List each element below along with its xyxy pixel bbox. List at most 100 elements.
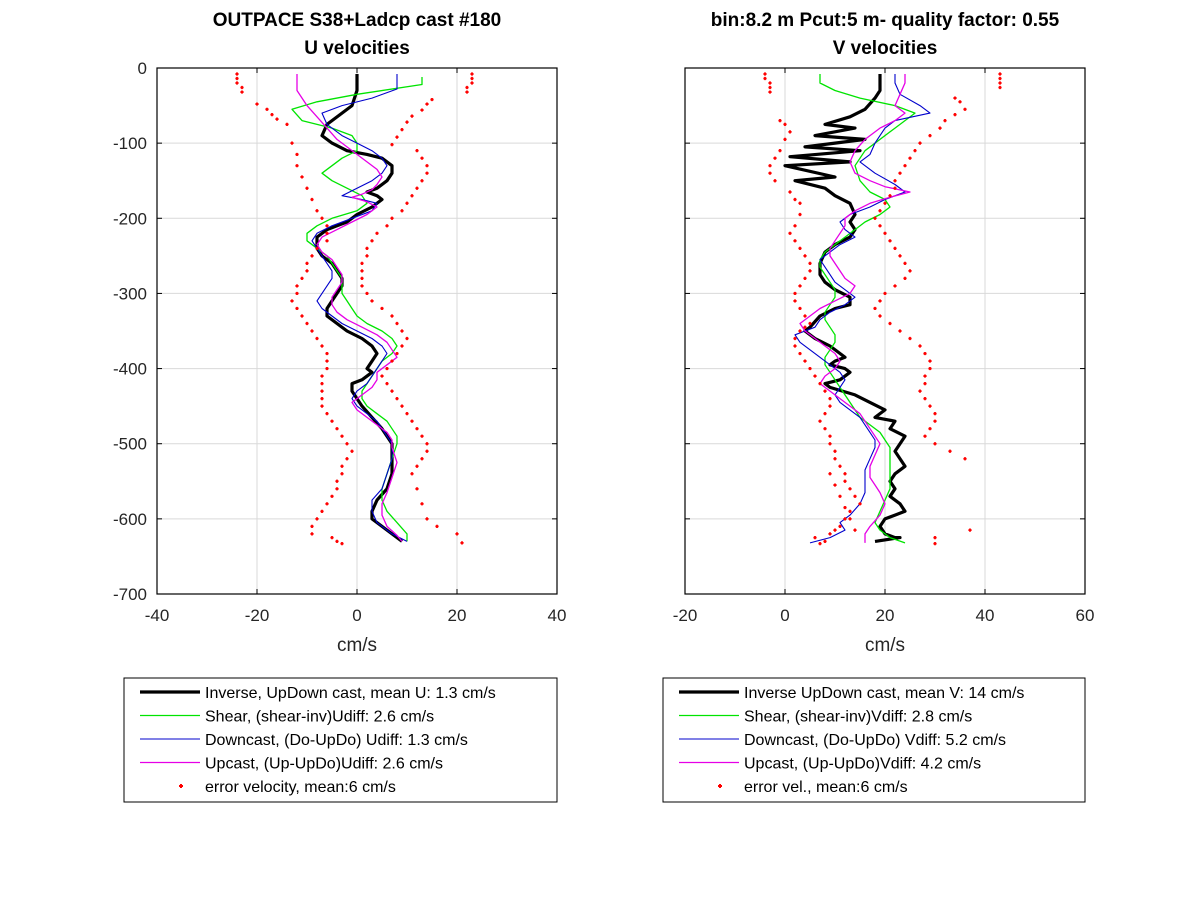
u-error-point bbox=[290, 299, 294, 303]
u-error-point bbox=[420, 156, 424, 160]
u-chart-subtitle: U velocities bbox=[304, 38, 410, 59]
u-error-point bbox=[265, 107, 269, 111]
u-error-point bbox=[295, 284, 299, 288]
v-error-point bbox=[938, 126, 942, 130]
v-error-point bbox=[833, 449, 837, 453]
v-chart-title: bin:8.2 m Pcut:5 m- quality factor: 0.55 bbox=[711, 10, 1060, 31]
v-error-point bbox=[828, 397, 832, 401]
v-ticks: -20 0 20 40 60 bbox=[673, 67, 1095, 625]
v-chart-subtitle: V velocities bbox=[833, 38, 938, 59]
v-error-point bbox=[893, 284, 897, 288]
u-error-point bbox=[415, 487, 419, 491]
v-error-point bbox=[898, 329, 902, 333]
u-error-point bbox=[320, 344, 324, 348]
v-legend-inverse-label: Inverse UpDown cast, mean V: 14 cm/s bbox=[744, 685, 1024, 702]
u-error-point bbox=[295, 164, 299, 168]
v-error-point bbox=[908, 269, 912, 273]
v-error-point bbox=[903, 261, 907, 265]
v-error-point bbox=[888, 194, 892, 198]
u-error-point bbox=[310, 532, 314, 536]
u-error-point bbox=[400, 344, 404, 348]
u-error-point bbox=[365, 291, 369, 296]
v-error-point bbox=[798, 201, 802, 205]
v-error-point bbox=[878, 224, 882, 228]
u-error-point bbox=[420, 434, 424, 438]
u-legend-down-label: Downcast, (Do-UpDo) Udiff: 1.3 cm/s bbox=[205, 732, 468, 749]
v-error-point bbox=[798, 329, 802, 333]
v-error-point bbox=[848, 487, 852, 491]
v-error-point bbox=[908, 336, 912, 341]
v-error-point bbox=[873, 306, 877, 311]
v-error-point bbox=[898, 171, 902, 175]
u-y-tick-label: 0 bbox=[138, 59, 147, 78]
v-error-point bbox=[918, 141, 922, 145]
v-error-point bbox=[828, 434, 832, 438]
v-error-point bbox=[883, 201, 887, 205]
u-error-point bbox=[415, 427, 419, 431]
u-legend: Inverse, UpDown cast, mean U: 1.3 cm/s Sh… bbox=[123, 677, 558, 803]
u-error-point bbox=[320, 397, 324, 401]
u-error-point bbox=[365, 254, 369, 258]
u-error-point bbox=[320, 389, 324, 393]
v-error-point bbox=[808, 261, 812, 265]
v-error-point bbox=[948, 449, 952, 453]
u-error-point bbox=[310, 254, 314, 258]
u-error-point bbox=[415, 149, 419, 153]
u-y-tick-label: -400 bbox=[113, 360, 147, 379]
v-error-point bbox=[833, 528, 837, 532]
u-error-point bbox=[420, 457, 424, 461]
v-error-point bbox=[893, 186, 897, 190]
v-x-tick-label: 60 bbox=[1076, 606, 1095, 625]
u-error-point bbox=[380, 374, 384, 378]
v-error-point bbox=[838, 464, 842, 468]
v-error-point bbox=[798, 306, 802, 311]
v-error-point bbox=[963, 107, 967, 111]
v-error-point bbox=[843, 505, 847, 510]
v-error-point bbox=[998, 72, 1002, 76]
u-error-point bbox=[410, 194, 414, 198]
v-error-point bbox=[998, 85, 1002, 90]
u-error-point bbox=[325, 231, 329, 235]
v-velocity-panel: bin:8.2 m Pcut:5 m- quality factor: 0.55… bbox=[662, 10, 1095, 803]
v-error-point bbox=[833, 457, 837, 461]
v-error-point bbox=[803, 359, 807, 363]
u-error-point bbox=[315, 336, 319, 341]
u-x-tick-label: -20 bbox=[245, 606, 270, 625]
u-error-point bbox=[305, 269, 309, 273]
v-error-point bbox=[843, 479, 847, 483]
u-error-point bbox=[420, 179, 424, 183]
u-error-point bbox=[455, 532, 459, 536]
v-error-point bbox=[853, 528, 857, 532]
v-legend-box bbox=[662, 677, 1086, 803]
v-error-point bbox=[923, 434, 927, 438]
u-error-point bbox=[380, 306, 384, 311]
v-error-point bbox=[913, 149, 917, 153]
v-error-point bbox=[933, 419, 937, 423]
v-legend-up-label: Upcast, (Up-UpDo)Vdiff: 4.2 cm/s bbox=[744, 756, 981, 773]
u-error-velocity-points bbox=[235, 72, 474, 546]
v-error-point bbox=[858, 502, 862, 506]
u-error-point bbox=[390, 359, 394, 363]
v-error-point bbox=[928, 134, 932, 138]
v-error-point bbox=[788, 130, 792, 134]
u-error-point bbox=[310, 329, 314, 333]
v-error-point bbox=[808, 366, 812, 371]
v-error-point bbox=[793, 344, 797, 348]
v-error-point bbox=[763, 72, 767, 76]
u-legend-box bbox=[123, 677, 558, 803]
v-x-axis-label: cm/s bbox=[865, 635, 905, 656]
u-error-point bbox=[300, 175, 304, 179]
u-error-point bbox=[255, 102, 259, 106]
v-error-point bbox=[813, 536, 817, 540]
u-error-point bbox=[385, 224, 389, 228]
v-error-point bbox=[768, 85, 772, 90]
v-error-point bbox=[823, 389, 827, 393]
u-legend-error-marker bbox=[179, 784, 183, 788]
u-y-tick-label: -200 bbox=[113, 209, 147, 228]
u-error-point bbox=[325, 366, 329, 371]
u-error-point bbox=[340, 464, 344, 468]
v-error-point bbox=[793, 224, 797, 228]
u-error-point bbox=[425, 164, 429, 168]
v-error-point bbox=[923, 397, 927, 401]
v-up-line bbox=[799, 74, 911, 543]
